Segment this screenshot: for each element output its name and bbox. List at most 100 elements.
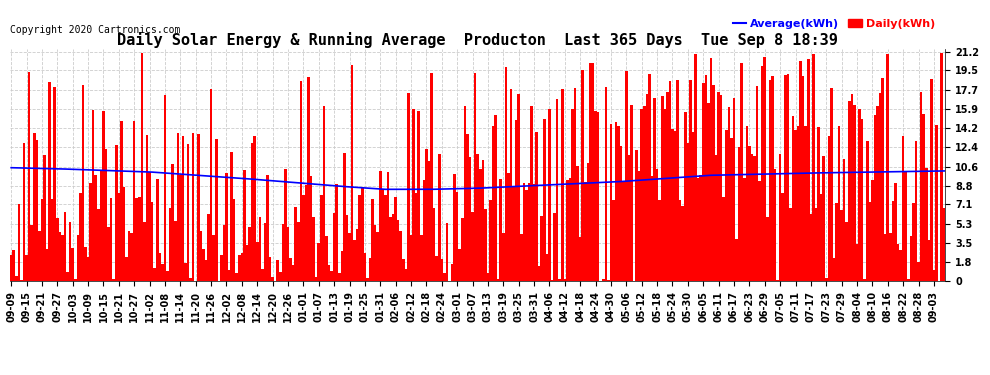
Bar: [699, 175, 702, 281]
Bar: [189, 278, 192, 281]
Bar: [702, 83, 705, 281]
Bar: [658, 200, 661, 281]
Bar: [110, 198, 113, 281]
Bar: [138, 197, 141, 281]
Bar: [755, 86, 758, 281]
Bar: [571, 109, 574, 281]
Bar: [479, 169, 481, 281]
Bar: [602, 279, 605, 281]
Bar: [297, 222, 300, 281]
Bar: [166, 272, 169, 281]
Bar: [200, 231, 202, 281]
Bar: [197, 134, 200, 281]
Bar: [812, 54, 815, 281]
Bar: [392, 214, 394, 281]
Bar: [918, 262, 920, 281]
Bar: [933, 270, 936, 281]
Bar: [241, 254, 244, 281]
Bar: [371, 199, 374, 281]
Bar: [118, 193, 120, 281]
Bar: [679, 200, 681, 281]
Bar: [23, 143, 26, 281]
Bar: [289, 258, 292, 281]
Bar: [861, 119, 863, 281]
Bar: [536, 132, 538, 281]
Bar: [471, 212, 474, 281]
Bar: [902, 136, 905, 281]
Bar: [261, 269, 263, 281]
Bar: [450, 264, 453, 281]
Text: Copyright 2020 Cartronics.com: Copyright 2020 Cartronics.com: [10, 25, 180, 35]
Bar: [336, 184, 338, 281]
Bar: [563, 279, 566, 281]
Bar: [446, 224, 448, 281]
Bar: [136, 198, 138, 281]
Bar: [581, 70, 584, 281]
Bar: [169, 208, 171, 281]
Bar: [294, 207, 297, 281]
Bar: [210, 90, 213, 281]
Bar: [146, 135, 148, 281]
Bar: [397, 220, 400, 281]
Bar: [866, 141, 868, 281]
Bar: [833, 258, 836, 281]
Bar: [741, 63, 742, 281]
Bar: [310, 176, 313, 281]
Bar: [915, 141, 918, 281]
Bar: [850, 94, 853, 281]
Bar: [502, 233, 505, 281]
Bar: [97, 209, 100, 281]
Bar: [348, 233, 350, 281]
Bar: [36, 140, 38, 281]
Bar: [823, 156, 825, 281]
Bar: [610, 124, 612, 281]
Bar: [387, 172, 389, 281]
Bar: [923, 114, 925, 281]
Bar: [218, 280, 220, 281]
Bar: [938, 280, 940, 281]
Bar: [256, 242, 258, 281]
Bar: [325, 237, 328, 281]
Bar: [56, 218, 58, 281]
Bar: [484, 209, 487, 281]
Bar: [128, 231, 131, 281]
Bar: [855, 244, 858, 281]
Bar: [225, 173, 228, 281]
Bar: [538, 266, 541, 281]
Bar: [736, 239, 738, 281]
Bar: [192, 133, 194, 281]
Bar: [925, 168, 928, 281]
Bar: [171, 164, 174, 281]
Bar: [566, 180, 568, 281]
Bar: [400, 231, 402, 281]
Bar: [720, 94, 723, 281]
Bar: [418, 111, 420, 281]
Bar: [38, 231, 41, 281]
Bar: [389, 217, 392, 281]
Bar: [338, 273, 341, 281]
Bar: [153, 268, 156, 281]
Bar: [792, 116, 794, 281]
Bar: [774, 170, 776, 281]
Bar: [805, 126, 807, 281]
Bar: [379, 171, 381, 281]
Bar: [425, 149, 428, 281]
Bar: [453, 174, 455, 281]
Bar: [807, 59, 810, 281]
Bar: [320, 195, 323, 281]
Bar: [789, 208, 792, 281]
Bar: [715, 154, 718, 281]
Bar: [881, 78, 884, 281]
Bar: [650, 176, 653, 281]
Bar: [58, 232, 61, 281]
Bar: [545, 254, 548, 281]
Bar: [820, 194, 823, 281]
Bar: [300, 81, 302, 281]
Bar: [84, 247, 87, 281]
Bar: [163, 95, 166, 281]
Bar: [779, 154, 781, 281]
Bar: [236, 273, 238, 281]
Bar: [489, 200, 492, 281]
Bar: [366, 278, 368, 281]
Bar: [761, 66, 763, 281]
